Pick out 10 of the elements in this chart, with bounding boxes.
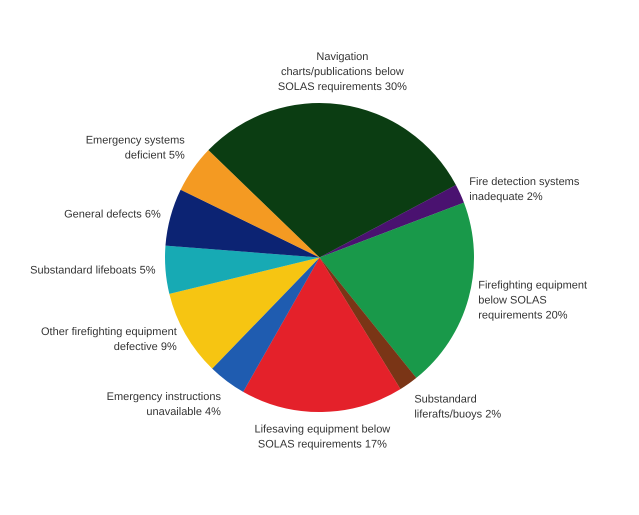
slice-label: Firefighting equipment below SOLAS requirements 20% bbox=[478, 280, 588, 322]
slice-label: General defects 6% bbox=[64, 208, 161, 220]
slice-label: Emergency instructions unavailable 4% bbox=[106, 390, 222, 418]
slice-label: Navigation charts/publications below SOLAS requirements 30% bbox=[278, 51, 408, 94]
slice-label: Other firefighting equipment defective 9% bbox=[41, 326, 177, 353]
slice-label: Fire detection systems inadequate 2% bbox=[469, 176, 580, 204]
slice-label: Emergency systems deficient 5% bbox=[86, 134, 186, 162]
slice-label: Substandard liferafts/buoys 2% bbox=[414, 393, 502, 420]
slice-label: Substandard lifeboats 5% bbox=[30, 264, 156, 277]
slice-label: Lifesaving equipment below SOLAS requirements 17% bbox=[254, 424, 390, 451]
